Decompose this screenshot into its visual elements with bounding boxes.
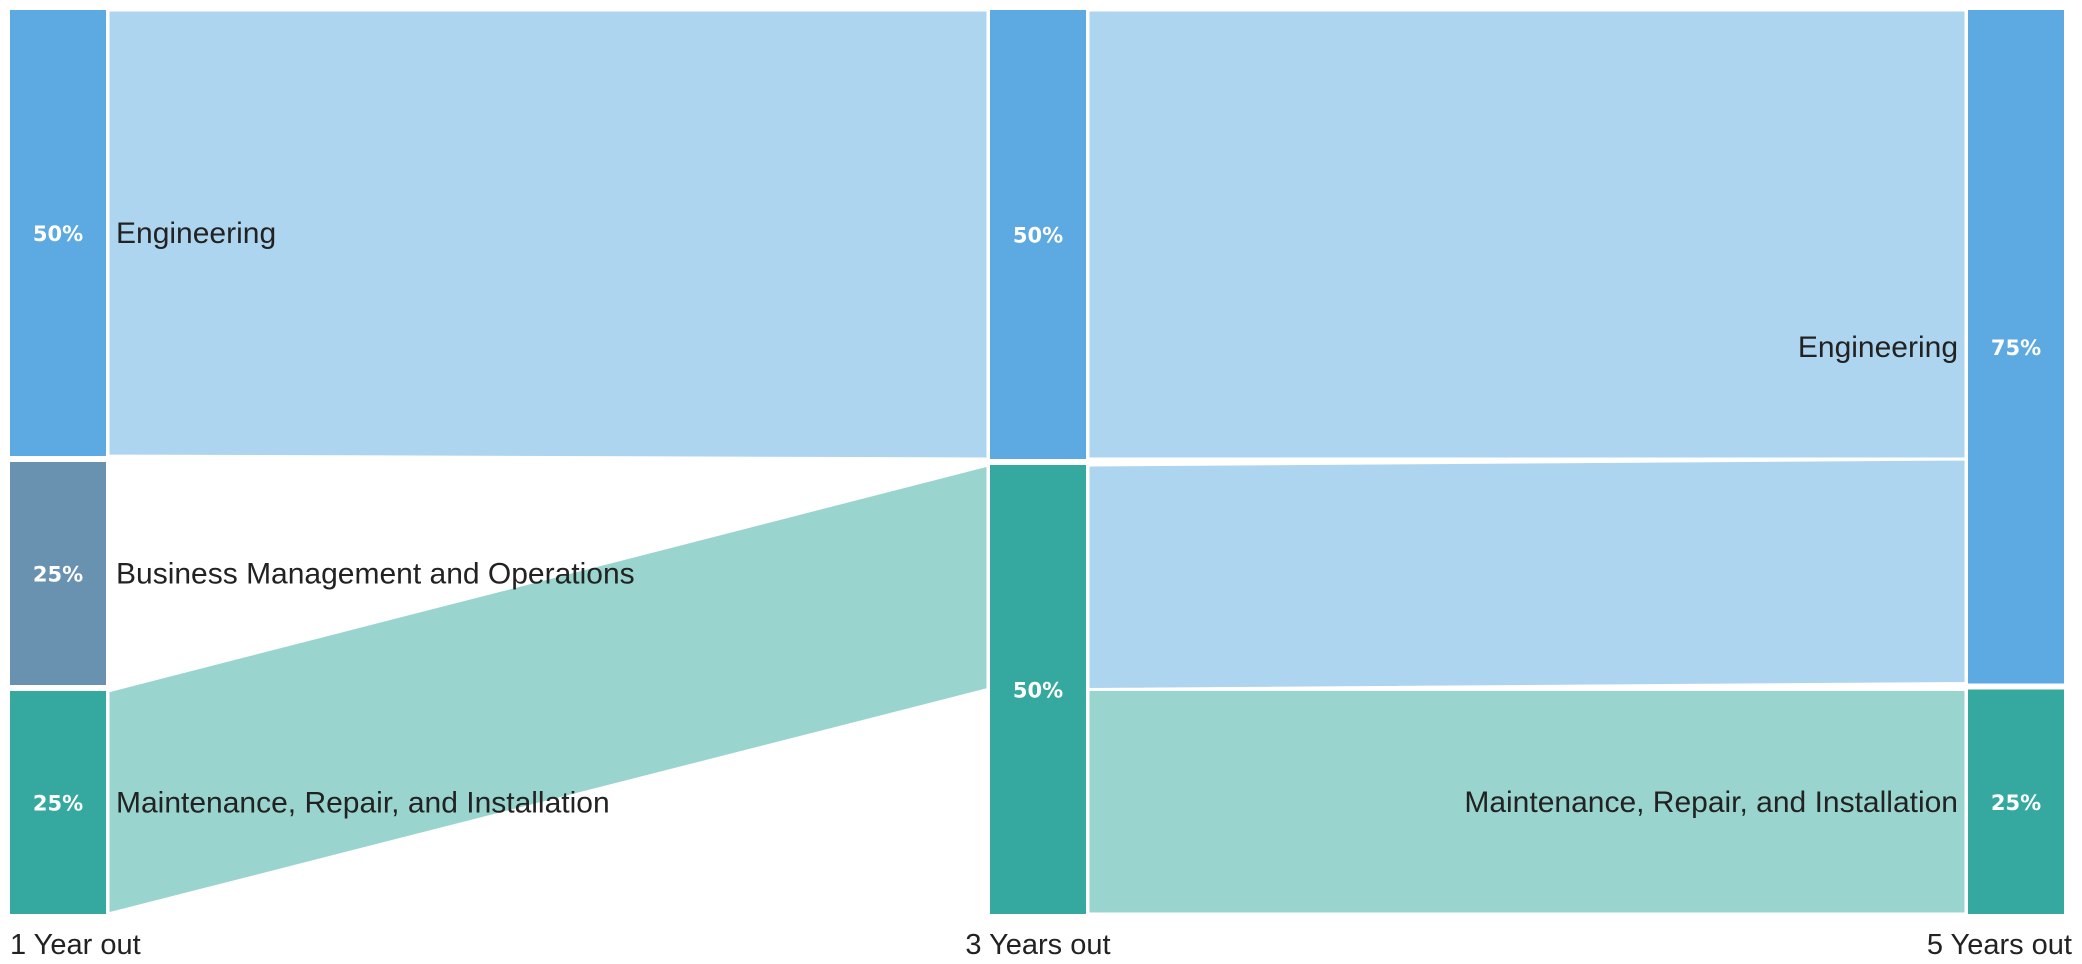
link-4[interactable] xyxy=(1086,688,1968,916)
nodes-layer xyxy=(10,10,2064,914)
node-col0-engineering-value-label: 50% xyxy=(33,222,83,246)
node-col1-engineering[interactable] xyxy=(990,10,1086,459)
node-col0-business-management-and-operations-value-label: 25% xyxy=(33,563,83,587)
node-col2-maintenance-repair-and-installation-name-label: Maintenance, Repair, and Installation xyxy=(1464,786,1958,819)
node-col0-maintenance-repair-and-installation[interactable] xyxy=(10,691,106,914)
links-layer xyxy=(106,8,1968,916)
node-col0-business-management-and-operations-name-label: Business Management and Operations xyxy=(116,558,635,591)
column-label-5-years-out: 5 Years out xyxy=(1927,929,2072,961)
link-3[interactable] xyxy=(1086,457,1968,692)
node-col1-maintenance-repair-and-installation-value-label: 50% xyxy=(1013,679,1063,703)
link-1[interactable] xyxy=(106,463,990,916)
labels-layer: 50% Engineering 25% Business Management and… xyxy=(10,217,2072,961)
column-label-3-years-out: 3 Years out xyxy=(965,929,1110,961)
node-col2-engineering-name-label: Engineering xyxy=(1798,331,1958,364)
node-col0-maintenance-repair-and-installation-value-label: 25% xyxy=(33,792,83,816)
link-0[interactable] xyxy=(106,8,990,461)
node-col2-maintenance-repair-and-installation[interactable] xyxy=(1968,689,2064,915)
link-2[interactable] xyxy=(1086,8,1968,461)
node-col0-business-management-and-operations[interactable] xyxy=(10,462,106,685)
node-col2-maintenance-repair-and-installation-value-label: 25% xyxy=(1991,791,2041,815)
node-col2-engineering[interactable] xyxy=(1968,10,2064,684)
column-label-1-year-out: 1 Year out xyxy=(10,929,141,961)
node-col0-maintenance-repair-and-installation-name-label: Maintenance, Repair, and Installation xyxy=(116,787,610,820)
node-col1-engineering-value-label: 50% xyxy=(1013,224,1063,248)
node-col2-engineering-value-label: 75% xyxy=(1991,336,2041,360)
node-col0-engineering-name-label: Engineering xyxy=(116,217,276,250)
node-col0-engineering[interactable] xyxy=(10,10,106,456)
node-col1-maintenance-repair-and-installation[interactable] xyxy=(990,465,1086,914)
